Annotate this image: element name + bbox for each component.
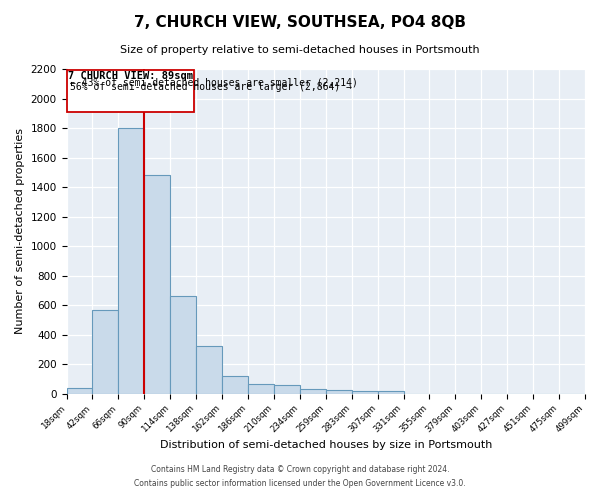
Bar	[196, 346, 222, 394]
Text: Size of property relative to semi-detached houses in Portsmouth: Size of property relative to semi-detach…	[120, 45, 480, 55]
Bar	[352, 390, 377, 394]
X-axis label: Distribution of semi-detached houses by size in Portsmouth: Distribution of semi-detached houses by …	[160, 440, 492, 450]
Bar	[377, 392, 404, 394]
Text: ← 43% of semi-detached houses are smaller (2,214): ← 43% of semi-detached houses are smalle…	[70, 77, 358, 87]
Text: 7 CHURCH VIEW: 89sqm: 7 CHURCH VIEW: 89sqm	[68, 71, 193, 81]
Bar	[274, 385, 300, 394]
Text: 7, CHURCH VIEW, SOUTHSEA, PO4 8QB: 7, CHURCH VIEW, SOUTHSEA, PO4 8QB	[134, 15, 466, 30]
Bar	[248, 384, 274, 394]
Bar	[222, 376, 248, 394]
Bar	[300, 388, 326, 394]
Bar	[170, 296, 196, 394]
Bar	[144, 176, 170, 394]
Y-axis label: Number of semi-detached properties: Number of semi-detached properties	[15, 128, 25, 334]
Text: 56% of semi-detached houses are larger (2,864) →: 56% of semi-detached houses are larger (…	[70, 82, 352, 92]
FancyBboxPatch shape	[67, 70, 194, 112]
Text: Contains HM Land Registry data © Crown copyright and database right 2024.
Contai: Contains HM Land Registry data © Crown c…	[134, 466, 466, 487]
Bar	[92, 310, 118, 394]
Bar	[118, 128, 144, 394]
Bar	[326, 390, 352, 394]
Bar	[67, 388, 92, 394]
